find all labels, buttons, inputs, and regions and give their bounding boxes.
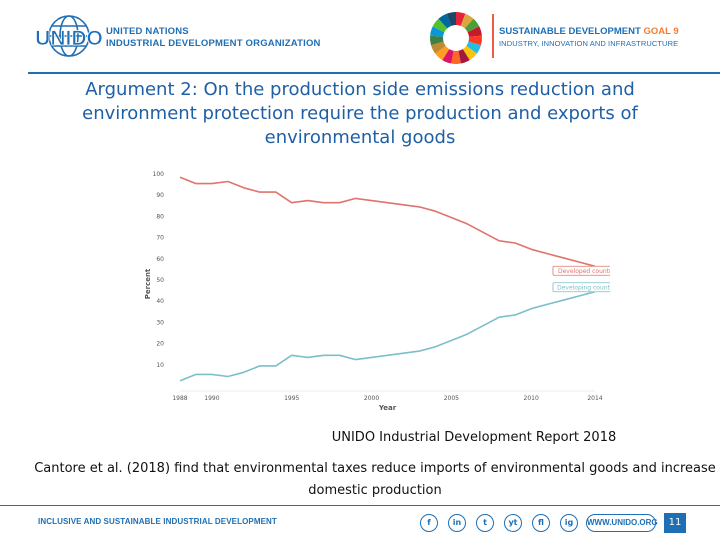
x-tick-label: 2014 [587,395,602,402]
legend-label: Developed countries [558,268,610,275]
x-axis-label: Year [378,404,397,412]
y-tick-label: 70 [156,235,164,242]
unido-logo: UNIDO [36,15,102,57]
slide-header: UNIDO UNITED NATIONS INDUSTRIAL DEVELOPM… [0,0,720,72]
sdg-subtitle: INDUSTRY, INNOVATION AND INFRASTRUCTURE [499,39,679,48]
flickr-icon[interactable]: fl [532,514,550,532]
series-line-developed [179,176,596,268]
x-tick-label: 2005 [444,395,459,402]
x-tick-label: 2000 [364,395,379,402]
y-tick-label: 60 [156,256,164,263]
sdg-label: SUSTAINABLE DEVELOPMENT GOAL 9 INDUSTRY,… [499,26,679,50]
legend-box [552,282,610,293]
source-caption: UNIDO Industrial Development Report 2018 [331,430,617,445]
y-tick-label: 100 [153,171,165,178]
sdg-wheel-icon [430,12,482,64]
sdg-title: SUSTAINABLE DEVELOPMENT [499,26,641,37]
sdg-goal: GOAL 9 [643,26,679,37]
y-tick-label: 20 [156,341,164,348]
y-tick-label: 90 [156,192,164,199]
instagram-icon[interactable]: ig [560,514,578,532]
org-name-line2: INDUSTRIAL DEVELOPMENT ORGANIZATION [106,38,321,49]
y-tick-label: 30 [156,319,164,326]
y-tick-label: 10 [156,362,164,369]
y-tick-label: 50 [156,277,164,284]
header-divider [28,72,720,74]
series-line-developing [179,290,596,382]
unido-logo-text: UNIDO [36,27,102,50]
youtube-icon[interactable]: yt [504,514,522,532]
org-name: UNITED NATIONS INDUSTRIAL DEVELOPMENT OR… [106,26,321,50]
org-name-line1: UNITED NATIONS [106,26,189,37]
website-link[interactable]: WWW.UNIDO.ORG [586,514,658,532]
legend-box [552,265,610,276]
y-tick-label: 80 [156,213,164,220]
x-tick-label: 1988 [172,395,187,402]
slide-title: Argument 2: On the production side emiss… [82,79,638,148]
facebook-icon[interactable]: f [420,514,438,532]
legend-label: Developing countries [557,284,610,291]
linkedin-icon[interactable]: in [448,514,466,532]
twitter-icon[interactable]: t [476,514,494,532]
y-tick-label: 40 [156,298,164,305]
x-tick-label: 1990 [204,395,219,402]
y-axis-label: Percent [144,268,152,299]
x-tick-label: 2010 [524,395,539,402]
sdg-divider [492,14,494,58]
footer-divider [0,505,720,506]
emissions-line-chart: 10 20 30 40 50 60 70 80 90 100 1988 1990 1995 2000 200… [144,171,610,412]
page-number: 11 [664,513,686,533]
footer-tagline: INCLUSIVE AND SUSTAINABLE INDUSTRIAL DEV… [38,517,277,526]
x-tick-label: 1995 [284,395,299,402]
finding-caption: Cantore et al. (2018) find that environm… [34,461,716,498]
